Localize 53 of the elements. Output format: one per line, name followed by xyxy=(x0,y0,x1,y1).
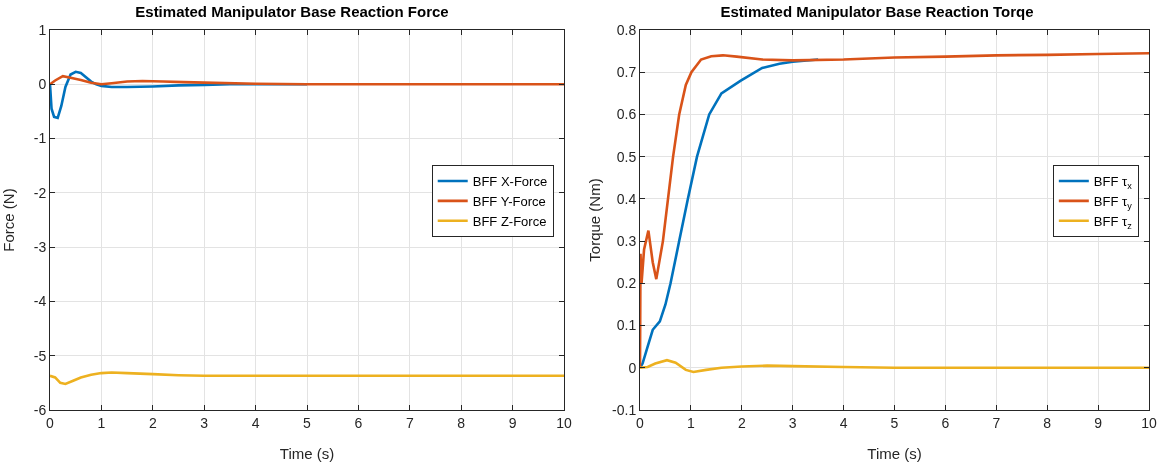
x-tick-label: 1 xyxy=(687,414,695,431)
legend-label: BFF Z-Force xyxy=(472,213,547,229)
legend-label: BFF X-Force xyxy=(472,174,548,190)
line-series xyxy=(50,74,564,86)
y-tick-label: 0.8 xyxy=(616,21,637,38)
x-tick-label: 10 xyxy=(556,414,572,431)
x-tick-label: 2 xyxy=(737,414,746,431)
x-tick-label: 8 xyxy=(1043,414,1052,431)
x-tick-label: 7 xyxy=(992,414,1001,431)
y-tick-label: 0.2 xyxy=(616,275,637,292)
x-tick-label: 2 xyxy=(148,414,157,431)
x-axis-title: Time (s) xyxy=(867,445,922,462)
y-tick-label: 0.5 xyxy=(616,148,637,165)
y-tick-label: -2 xyxy=(33,184,47,201)
legend-label: BFF Y-Force xyxy=(472,193,546,209)
x-tick-label: 4 xyxy=(251,414,260,431)
y-tick-label: 0.3 xyxy=(616,233,637,250)
y-tick-label: 0 xyxy=(628,359,637,376)
legend-label: BFF τ$_{x}$ xyxy=(1093,174,1133,191)
x-tick-label: 5 xyxy=(890,414,899,431)
y-tick-label: 0.1 xyxy=(616,317,637,334)
x-axis-title: Time (s) xyxy=(279,445,335,462)
chart-title: Estimated Manipulator Base Reaction Force xyxy=(135,3,449,21)
x-tick-label: 5 xyxy=(303,414,312,431)
x-tick-label: 6 xyxy=(941,414,950,431)
y-axis-title: Torque (Nm) xyxy=(586,178,603,262)
y-tick-label: -5 xyxy=(33,347,47,364)
y-axis-title: Force (N) xyxy=(0,188,17,252)
legend-label: BFF τ$_{z}$ xyxy=(1093,213,1133,231)
y-tick-label: -4 xyxy=(33,293,47,310)
y-tick-label: 0.4 xyxy=(616,190,637,207)
x-tick-label: 3 xyxy=(200,414,209,431)
x-tick-label: 7 xyxy=(405,414,414,431)
legend-label: BFF τ$_{y}$ xyxy=(1093,193,1133,211)
y-tick-label: -6 xyxy=(33,401,47,418)
x-tick-label: 6 xyxy=(354,414,363,431)
x-tick-label: 4 xyxy=(839,414,848,431)
y-tick-label: 0 xyxy=(38,76,47,93)
x-tick-label: 8 xyxy=(457,414,466,431)
y-tick-label: 0.6 xyxy=(616,106,637,123)
x-tick-label: 3 xyxy=(788,414,797,431)
line-series xyxy=(640,358,1149,374)
y-tick-label: 1 xyxy=(38,21,47,38)
line-series xyxy=(50,371,564,386)
y-tick-label: -3 xyxy=(33,239,47,256)
x-tick-label: 9 xyxy=(508,414,517,431)
y-tick-label: 0.7 xyxy=(616,64,637,81)
y-tick-label: -1 xyxy=(33,130,47,147)
x-tick-label: 10 xyxy=(1141,414,1157,431)
x-tick-label: 9 xyxy=(1094,414,1103,431)
chart-title: Estimated Manipulator Base Reaction Torqe xyxy=(720,3,1034,21)
x-tick-label: 1 xyxy=(97,414,106,431)
y-tick-label: -0.1 xyxy=(612,401,637,418)
